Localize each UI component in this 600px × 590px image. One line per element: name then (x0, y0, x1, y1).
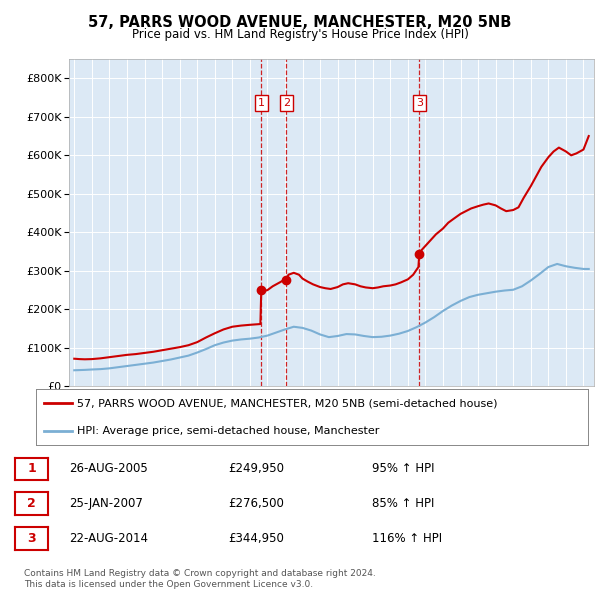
Text: £276,500: £276,500 (228, 497, 284, 510)
Text: 2: 2 (27, 497, 36, 510)
Text: Contains HM Land Registry data © Crown copyright and database right 2024.: Contains HM Land Registry data © Crown c… (24, 569, 376, 578)
Text: 2: 2 (283, 98, 290, 108)
Text: 116% ↑ HPI: 116% ↑ HPI (372, 532, 442, 545)
Text: 3: 3 (416, 98, 423, 108)
Text: 26-AUG-2005: 26-AUG-2005 (69, 462, 148, 476)
Text: HPI: Average price, semi-detached house, Manchester: HPI: Average price, semi-detached house,… (77, 427, 380, 437)
Text: 1: 1 (27, 462, 36, 476)
Text: 95% ↑ HPI: 95% ↑ HPI (372, 462, 434, 476)
Text: 22-AUG-2014: 22-AUG-2014 (69, 532, 148, 545)
Text: Price paid vs. HM Land Registry's House Price Index (HPI): Price paid vs. HM Land Registry's House … (131, 28, 469, 41)
Text: £249,950: £249,950 (228, 462, 284, 476)
Text: This data is licensed under the Open Government Licence v3.0.: This data is licensed under the Open Gov… (24, 579, 313, 589)
Text: £344,950: £344,950 (228, 532, 284, 545)
Text: 57, PARRS WOOD AVENUE, MANCHESTER, M20 5NB (semi-detached house): 57, PARRS WOOD AVENUE, MANCHESTER, M20 5… (77, 398, 498, 408)
Text: 85% ↑ HPI: 85% ↑ HPI (372, 497, 434, 510)
Text: 57, PARRS WOOD AVENUE, MANCHESTER, M20 5NB: 57, PARRS WOOD AVENUE, MANCHESTER, M20 5… (88, 15, 512, 30)
Text: 1: 1 (258, 98, 265, 108)
Text: 25-JAN-2007: 25-JAN-2007 (69, 497, 143, 510)
Text: 3: 3 (27, 532, 36, 545)
